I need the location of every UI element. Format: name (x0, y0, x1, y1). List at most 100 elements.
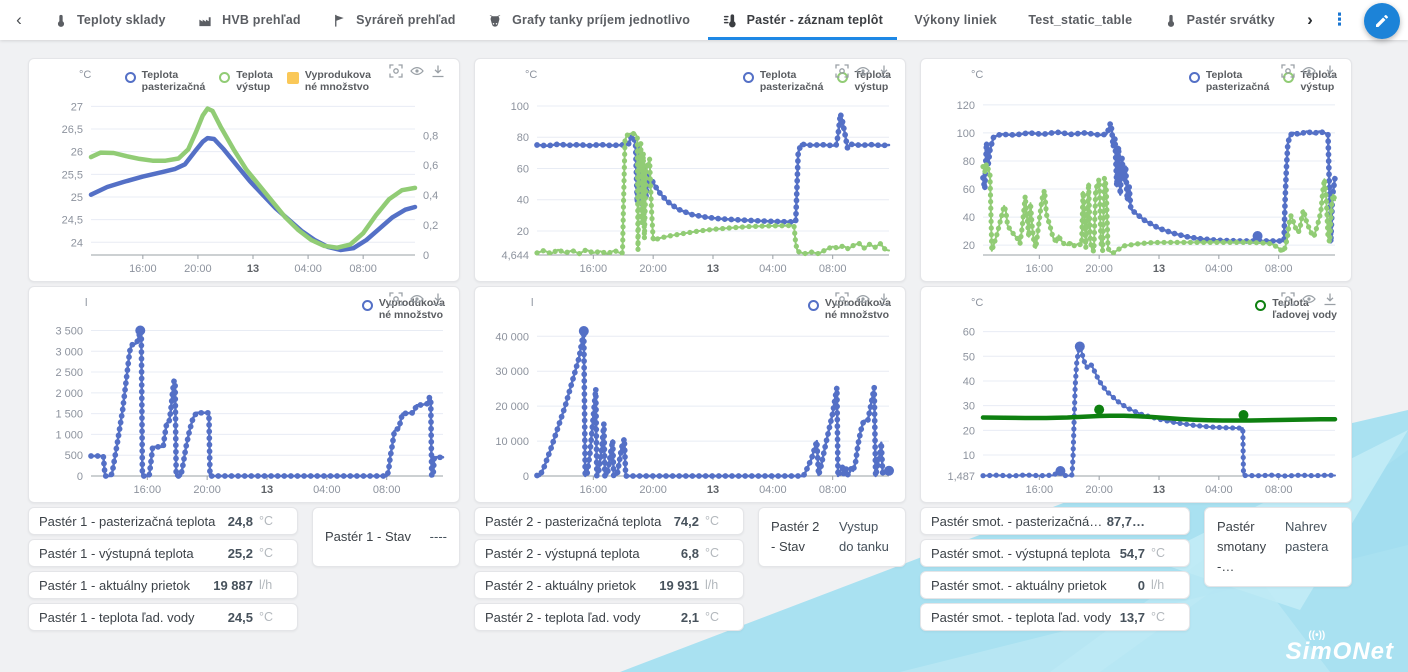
svg-text:1,487: 1,487 (947, 471, 975, 483)
svg-text:40: 40 (963, 212, 975, 224)
svg-text:30: 30 (963, 401, 975, 413)
svg-text:20 000: 20 000 (495, 401, 529, 413)
value-card: Pastér 1 - pasterizačná teplota 24,8 °C (28, 507, 298, 535)
restore-eye-icon[interactable] (1302, 64, 1316, 78)
zoom-select-icon[interactable] (835, 292, 849, 306)
antenna-icon: ((•)) (1308, 630, 1326, 641)
legend-vyprodukovane-mnozstvo[interactable]: Vyprodukova né množstvo (361, 297, 445, 321)
chart-grid: Teplota pasterizačná Teplota výstup Vyprod… (28, 58, 1352, 503)
svg-text:13: 13 (707, 263, 719, 275)
svg-text:2 500: 2 500 (55, 367, 83, 379)
svg-text:20:00: 20:00 (639, 484, 667, 496)
chart-ice-water-temperature: Teplota ľadovej vody 60 50 40 30 20 10 1,487 16:… (920, 286, 1352, 503)
svg-text:20:00: 20:00 (184, 263, 212, 275)
restore-eye-icon[interactable] (856, 64, 870, 78)
zoom-select-icon[interactable] (389, 64, 403, 78)
paster1-values: Pastér 1 - pasterizačná teplota 24,8 °C Pa… (28, 507, 460, 631)
svg-text:16:00: 16:00 (580, 484, 608, 496)
value-card-grid: Pastér 1 - pasterizačná teplota 24,8 °C Pa… (28, 507, 1352, 631)
nav-forward-chevron-icon[interactable]: › (1307, 10, 1313, 29)
zoom-select-icon[interactable] (1281, 292, 1295, 306)
svg-text:3 000: 3 000 (55, 346, 83, 358)
download-icon[interactable] (1323, 64, 1337, 78)
svg-text:1 000: 1 000 (55, 429, 83, 441)
tab-hvb-prehlad[interactable]: HVB prehľad (183, 0, 315, 40)
legend-teplota-ladovej-vody[interactable]: Teplota ľadovej vody (1255, 297, 1337, 321)
chart-canvas: 120 100 80 60 40 20 16:00 20:00 13 04:00 08:00 (921, 59, 1351, 281)
series-markers (980, 153, 1338, 259)
download-icon[interactable] (877, 64, 891, 78)
kebab-menu-icon[interactable]: ⋮ (1331, 10, 1348, 29)
y-axis-unit: °C (79, 69, 92, 81)
svg-text:20:00: 20:00 (639, 263, 667, 275)
edit-fab-button[interactable] (1364, 3, 1400, 39)
svg-text:04:00: 04:00 (1205, 263, 1233, 275)
svg-text:30 000: 30 000 (495, 366, 529, 378)
y-axis-unit: l (531, 297, 534, 309)
zoom-select-icon[interactable] (835, 64, 849, 78)
tab-test-static-table[interactable]: Test_static_table (1028, 13, 1133, 27)
paster2-stav-card: Pastér 2 - Stav Vystup do tanku (758, 507, 906, 568)
paster2-values: Pastér 2 - pasterizačná teplota 74,2 °C Pa… (474, 507, 906, 631)
y-axis-unit: °C (971, 69, 984, 81)
chart-canvas: 3 500 3 000 2 500 2 000 1 500 1 000 500 0 16:00 2… (29, 287, 459, 502)
svg-text:13: 13 (1153, 484, 1165, 496)
restore-eye-icon[interactable] (1302, 292, 1316, 306)
svg-text:20:00: 20:00 (193, 484, 221, 496)
thermometer-icon (1167, 14, 1174, 27)
tab-teploty-sklady[interactable]: Teploty sklady (40, 0, 180, 40)
download-icon[interactable] (431, 64, 445, 78)
svg-text:50: 50 (963, 351, 975, 363)
tab-vykony-liniek[interactable]: Výkony liniek (914, 13, 997, 27)
svg-text:24: 24 (71, 237, 83, 249)
download-icon[interactable] (1323, 292, 1337, 306)
value-card: Pastér 1 - teplota ľad. vody 24,5 °C (28, 603, 298, 631)
series-markers (534, 330, 892, 485)
chart-legend: Teplota pasterizačná Teplota výstup (742, 69, 891, 93)
legend-vyprodukovane-mnozstvo[interactable]: Vyprodukova né množstvo (286, 69, 371, 93)
value-card: Pastér 2 - aktuálny prietok 19 931 l/h (474, 571, 744, 599)
download-icon[interactable] (431, 292, 445, 306)
zoom-select-icon[interactable] (1281, 64, 1295, 78)
value-card: Pastér smot. - pasterizačná… 87,7… (920, 507, 1190, 535)
value-card: Pastér smot. - teplota ľad. vody 13,7 °C (920, 603, 1190, 631)
svg-text:4,644: 4,644 (501, 250, 529, 262)
legend-teplota-pasterizacna[interactable]: Teplota pasterizačná (742, 69, 823, 93)
series-dot (1094, 404, 1105, 415)
nav-back-chevron-icon[interactable]: ‹ (16, 10, 22, 29)
restore-eye-icon[interactable] (856, 292, 870, 306)
chart-legend: Vyprodukova né množstvo (361, 297, 445, 321)
restore-eye-icon[interactable] (410, 64, 424, 78)
chart-paster2-volume: Vyprodukova né množstvo 40 000 30 000 20 00… (474, 286, 906, 503)
svg-text:04:00: 04:00 (294, 263, 322, 275)
svg-text:1 500: 1 500 (55, 409, 83, 421)
legend-circle-icon (1188, 72, 1200, 83)
tab-syraren-prehlad[interactable]: Syráreň prehľad (318, 0, 470, 40)
tab-grafy-tanky-prijem[interactable]: Grafy tanky príjem jednotlivo (473, 0, 704, 40)
value-card: Pastér 2 - pasterizačná teplota 74,2 °C (474, 507, 744, 535)
chart-paster2-temperatures: Teplota pasterizačná Teplota výstup 100 80 6… (474, 58, 906, 282)
chart-legend: Teplota pasterizačná Teplota výstup Vyprod… (124, 69, 371, 93)
svg-text:08:00: 08:00 (373, 484, 401, 496)
svg-text:16:00: 16:00 (134, 484, 162, 496)
svg-text:10 000: 10 000 (495, 436, 529, 448)
legend-teplota-vystup[interactable]: Teplota výstup (219, 69, 273, 93)
legend-vyprodukovane-mnozstvo[interactable]: Vyprodukova né množstvo (807, 297, 891, 321)
svg-text:40: 40 (963, 376, 975, 388)
legend-teplota-pasterizacna[interactable]: Teplota pasterizačná (1188, 69, 1269, 93)
tab-paster-srvatky[interactable]: Pastér srvátky (1150, 0, 1289, 40)
chart-legend: Teplota ľadovej vody (1255, 297, 1337, 321)
legend-teplota-pasterizacna[interactable]: Teplota pasterizačná (124, 69, 205, 93)
series-dot (578, 326, 589, 337)
svg-text:26: 26 (71, 147, 83, 159)
restore-eye-icon[interactable] (410, 292, 424, 306)
y-axis-unit: l (85, 297, 88, 309)
svg-text:08:00: 08:00 (1265, 484, 1293, 496)
chart-canvas: 27 26,5 26 25,5 25 24,5 24 16:00 20:00 13 04:00 08:… (29, 59, 459, 281)
zoom-select-icon[interactable] (389, 292, 403, 306)
series-dot (1055, 466, 1066, 477)
tab-paster-zaznam-teplot[interactable]: Pastér - záznam teplôt (707, 0, 898, 40)
download-icon[interactable] (877, 292, 891, 306)
legend-circle-icon (361, 300, 373, 311)
svg-text:0,8: 0,8 (423, 130, 438, 142)
